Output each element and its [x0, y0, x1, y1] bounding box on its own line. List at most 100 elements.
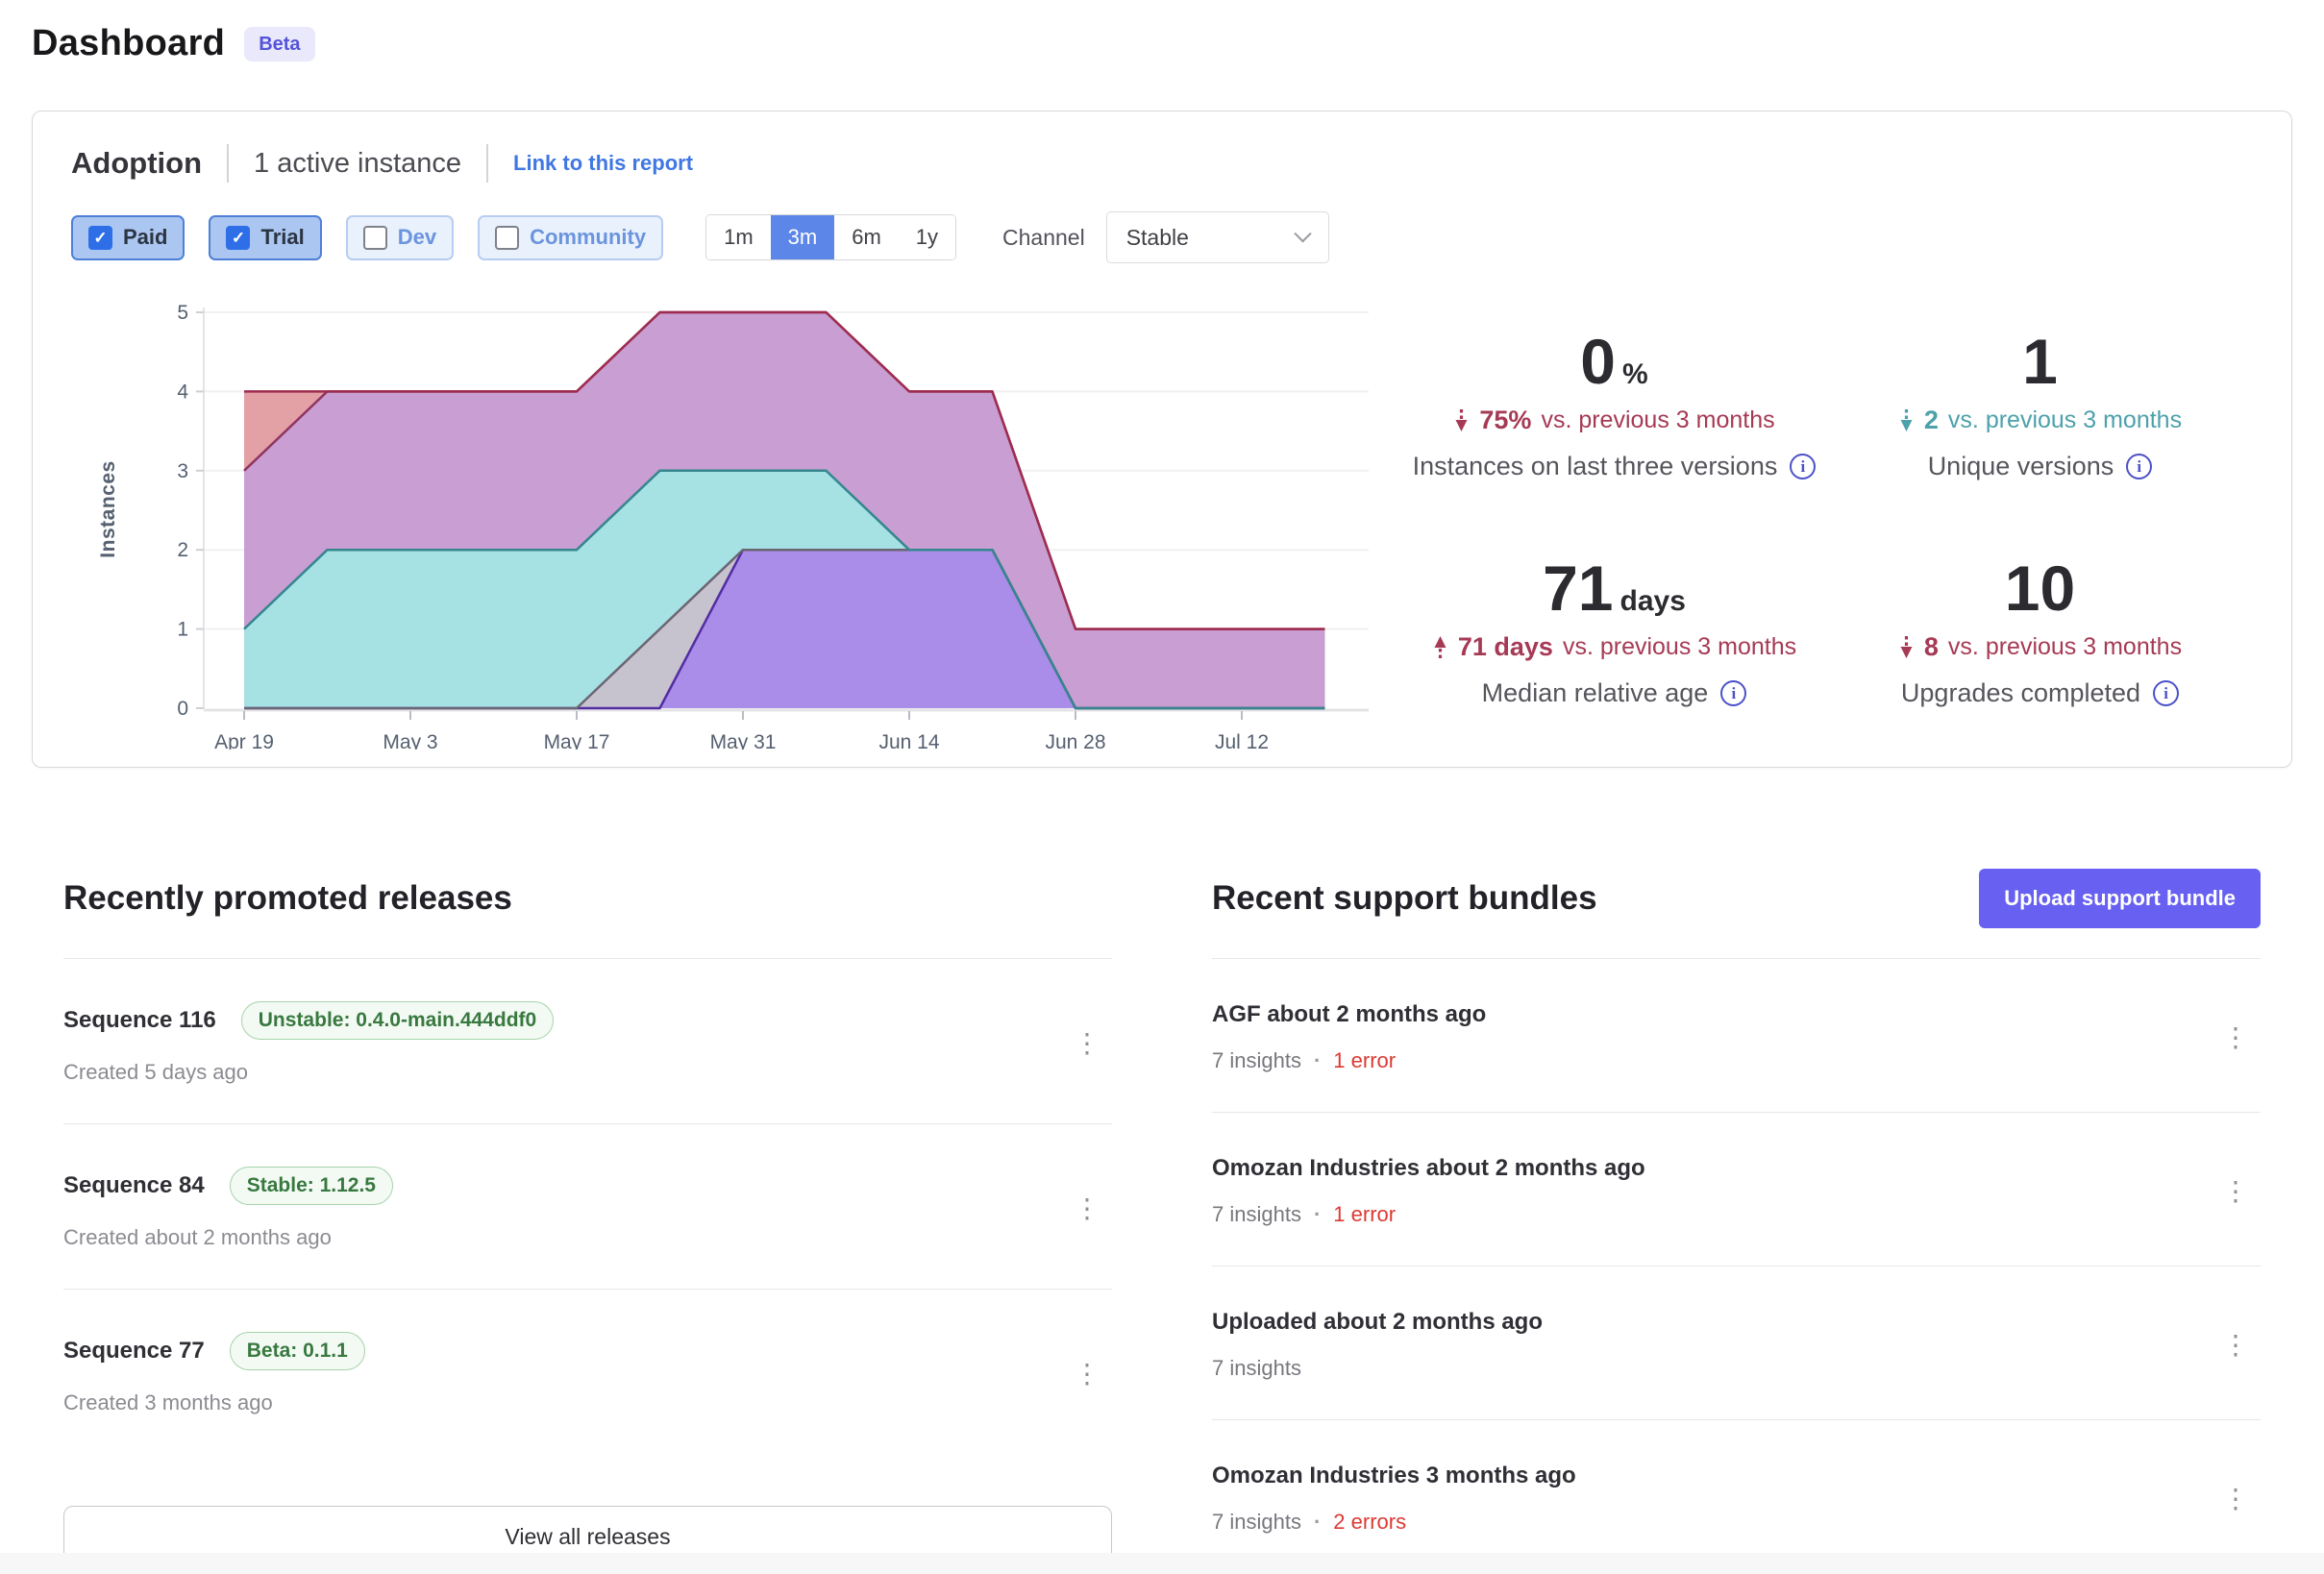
stat-block: 0 % 75% vs. previous 3 months Instances …	[1401, 330, 1827, 481]
release-created-at: Created about 2 months ago	[63, 1225, 332, 1250]
svg-text:5: 5	[177, 302, 188, 324]
bundle-error-count: 2 errors	[1333, 1510, 1407, 1534]
checkbox-icon: ✓	[362, 225, 387, 250]
dot-separator: ·	[1313, 1048, 1322, 1072]
bundle-error-count: 1 error	[1333, 1202, 1397, 1226]
support-bundle-row: AGF about 2 months ago 7 insights · 1 er…	[1212, 959, 2261, 1112]
time-range-option[interactable]: 3m	[770, 214, 835, 260]
stat-number: 0	[1580, 326, 1617, 397]
svg-text:Jun 28: Jun 28	[1045, 731, 1105, 750]
filter-pill[interactable]: ✓ Paid	[71, 214, 185, 260]
svg-text:May 31: May 31	[710, 731, 777, 750]
bundle-title[interactable]: AGF about 2 months ago	[1212, 1001, 1487, 1027]
stat-label: Median relative age i	[1401, 678, 1827, 708]
time-range-option[interactable]: 6m	[834, 214, 899, 260]
stat-delta: 2 vs. previous 3 months	[1827, 407, 2253, 433]
channel-select[interactable]: Stable	[1105, 211, 1329, 263]
stat-block: 71 days 71 days vs. previous 3 months Me…	[1401, 556, 1827, 708]
support-bundle-row: Uploaded about 2 months ago 7 insights ⋮	[1212, 1266, 2261, 1419]
svg-text:1: 1	[177, 619, 188, 641]
stat-number: 71	[1543, 553, 1614, 624]
svg-text:Jul 12: Jul 12	[1215, 731, 1269, 750]
bottom-strip	[0, 1553, 2324, 1574]
stat-delta: 75% vs. previous 3 months	[1401, 407, 1827, 433]
stat-delta-suffix: vs. previous 3 months	[1541, 406, 1775, 433]
chart-row: 0 1 2 3 4 5 Apr 19 May 3 May 17 May 31 Jun 14 Jun 2…	[71, 288, 2253, 750]
kebab-menu-icon[interactable]: ⋮	[2211, 1174, 2261, 1209]
svg-text:3: 3	[177, 460, 188, 482]
stat-value: 0 %	[1401, 330, 1827, 393]
stat-delta-value: 2	[1923, 406, 1939, 434]
release-created-at: Created 5 days ago	[63, 1060, 249, 1085]
release-row: Sequence 84 Stable: 1.12.5 Created about…	[63, 1123, 1112, 1289]
releases-list: Sequence 116 Unstable: 0.4.0-main.444ddf…	[63, 958, 1112, 1454]
stat-number: 10	[2004, 553, 2076, 624]
info-icon[interactable]: i	[2153, 680, 2180, 706]
svg-text:May 17: May 17	[544, 731, 610, 750]
time-range-option[interactable]: 1m	[706, 214, 771, 260]
releases-section: Recently promoted releases Sequence 116 …	[63, 868, 1112, 1573]
active-instance-count: 1 active instance	[254, 147, 462, 179]
svg-text:Apr 19: Apr 19	[214, 731, 274, 750]
bundle-insights-count: 7 insights	[1212, 1510, 1301, 1534]
release-title[interactable]: Sequence 77	[63, 1338, 205, 1365]
stat-delta: 71 days vs. previous 3 months	[1401, 634, 1827, 660]
release-version-badge: Stable: 1.12.5	[229, 1167, 393, 1206]
kebab-menu-icon[interactable]: ⋮	[2211, 1482, 2261, 1516]
filter-pill[interactable]: ✓ Trial	[209, 214, 322, 260]
kebab-menu-icon[interactable]: ⋮	[1062, 1357, 1112, 1391]
releases-heading: Recently promoted releases	[63, 879, 512, 917]
bundle-title[interactable]: Omozan Industries about 2 months ago	[1212, 1155, 1645, 1181]
page-title: Dashboard	[32, 23, 226, 63]
kebab-menu-icon[interactable]: ⋮	[2211, 1021, 2261, 1055]
info-icon[interactable]: i	[2126, 454, 2153, 480]
stat-label: Upgrades completed i	[1827, 678, 2253, 708]
check-icon: ✓	[231, 228, 246, 247]
stat-delta-value: 8	[1923, 632, 1939, 661]
page-header: Dashboard Beta	[32, 23, 2292, 64]
release-row: Sequence 77 Beta: 0.1.1 Created 3 months…	[63, 1289, 1112, 1454]
stat-delta-value: 75%	[1479, 406, 1532, 434]
bottom-sections: Recently promoted releases Sequence 116 …	[32, 868, 2292, 1573]
stat-number: 1	[2022, 326, 2058, 397]
link-to-report[interactable]: Link to this report	[513, 151, 694, 175]
checkbox-icon: ✓	[88, 225, 112, 250]
adoption-title: Adoption	[71, 146, 203, 180]
stat-value: 71 days	[1401, 556, 1827, 620]
release-title[interactable]: Sequence 84	[63, 1172, 205, 1199]
beta-badge: Beta	[244, 26, 315, 61]
release-title[interactable]: Sequence 116	[63, 1007, 216, 1034]
adoption-controls: ✓ Paid ✓ Trial ✓ Dev ✓ Community 1m3m6m1…	[71, 211, 2253, 263]
channel-label: Channel	[1002, 224, 1085, 250]
info-icon[interactable]: i	[1720, 680, 1747, 706]
bundle-insights-count: 7 insights	[1212, 1356, 1301, 1380]
filter-pill[interactable]: ✓ Dev	[345, 214, 455, 260]
support-bundles-list: AGF about 2 months ago 7 insights · 1 er…	[1212, 958, 2261, 1573]
kebab-menu-icon[interactable]: ⋮	[1062, 1026, 1112, 1061]
release-version-badge: Beta: 0.1.1	[229, 1332, 365, 1371]
support-bundle-row: Omozan Industries about 2 months ago 7 i…	[1212, 1112, 2261, 1266]
bundle-title[interactable]: Uploaded about 2 months ago	[1212, 1309, 1544, 1335]
upload-support-bundle-button[interactable]: Upload support bundle	[1979, 869, 2261, 928]
svg-text:Jun 14: Jun 14	[878, 731, 939, 750]
kebab-menu-icon[interactable]: ⋮	[1062, 1192, 1112, 1226]
checkbox-icon: ✓	[226, 225, 251, 250]
time-range-option[interactable]: 1y	[898, 214, 956, 260]
svg-text:Instances: Instances	[97, 460, 119, 557]
info-icon[interactable]: i	[1790, 454, 1817, 480]
stat-unit: %	[1622, 358, 1648, 390]
release-row: Sequence 116 Unstable: 0.4.0-main.444ddf…	[63, 959, 1112, 1123]
support-bundles-section: Recent support bundles Upload support bu…	[1212, 868, 2261, 1573]
adoption-area-chart: 0 1 2 3 4 5 Apr 19 May 3 May 17 May 31 Jun 14 Jun 2…	[97, 302, 1369, 750]
filter-pill[interactable]: ✓ Community	[478, 214, 664, 260]
svg-text:0: 0	[177, 698, 188, 720]
dot-separator: ·	[1313, 1202, 1322, 1226]
release-created-at: Created 3 months ago	[63, 1390, 273, 1415]
bundle-title[interactable]: Omozan Industries 3 months ago	[1212, 1463, 1576, 1488]
adoption-card: Adoption 1 active instance Link to this …	[32, 111, 2292, 768]
trend-arrow-icon	[1898, 407, 1915, 433]
kebab-menu-icon[interactable]: ⋮	[2211, 1328, 2261, 1363]
checkbox-icon: ✓	[495, 225, 520, 250]
support-bundles-header: Recent support bundles Upload support bu…	[1212, 868, 2261, 929]
filter-pill-label: Paid	[123, 225, 168, 249]
